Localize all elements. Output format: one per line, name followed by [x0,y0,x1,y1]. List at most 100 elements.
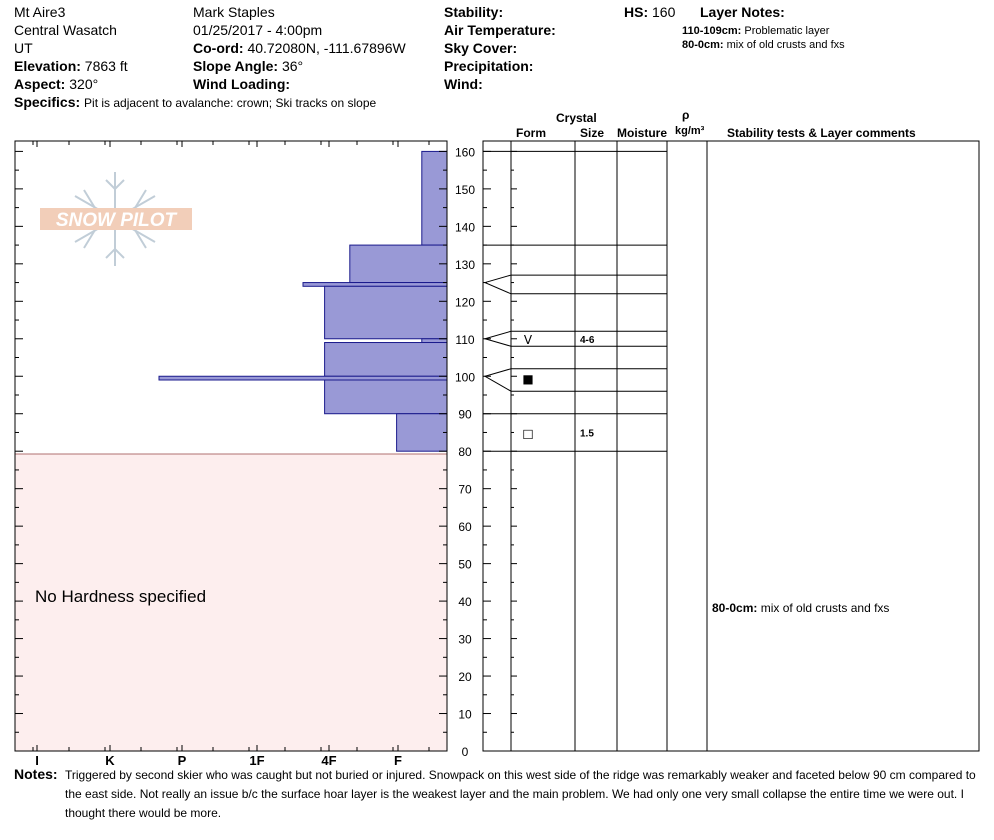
depth-label: 40 [458,595,472,609]
depth-label: 160 [455,145,475,159]
state: UT [14,40,33,56]
col-density-unit: kg/m³ [675,125,705,137]
hardness-scale-labels: I K P 1F 4F F [35,753,402,768]
hardness-label: K [105,753,115,768]
range: Central Wasatch [14,22,117,38]
stability-comment-text: mix of old crusts and fxs [760,601,890,615]
depth-label: 90 [458,408,472,422]
specifics: Specifics: Pit is adjacent to avalanche:… [14,94,376,112]
slope-label: Slope Angle: [193,58,279,74]
col-stability: Stability tests & Layer comments [727,126,916,140]
stability-comment: 80-0cm: mix of old crusts and fxs [712,600,889,617]
aspect: Aspect: 320° [14,76,98,93]
grain-form-symbol: ■ [522,372,533,386]
col-form: Form [516,126,546,140]
col-moisture: Moisture [617,126,668,140]
hardness-plot-frame [14,140,448,752]
snowpilot-logo: SNOW PILOT [40,172,192,266]
depth-label: 150 [455,183,475,197]
hardness-layers [158,150,448,452]
hardness-layer-bar [324,342,448,377]
elevation: Elevation: 7863 ft [14,58,128,75]
grain-form-symbol: □ [522,426,533,440]
depth-label: 20 [458,670,472,684]
col-crystal: Crystal [556,111,597,125]
hs-label: HS: [624,4,649,20]
profile-grid-frame [482,140,980,752]
elevation-label: Elevation: [14,58,81,74]
aspect-label: Aspect: [14,76,66,92]
depth-label: 130 [455,258,475,272]
hardness-label: F [394,753,402,768]
slope-value: 36° [281,58,304,74]
notes-text: Triggered by second skier who was caught… [65,768,976,820]
hardness-ticks [32,141,430,751]
sky-cover-label: Sky Cover: [444,40,518,56]
wind-loading-label: Wind Loading: [193,76,291,92]
layer-note-2-range: 80-0cm: [682,39,724,51]
logo-text: SNOW PILOT [56,210,178,231]
no-hardness-text: No Hardness specified [35,587,206,606]
hardness-label: P [178,753,187,768]
layer-note-2-text: mix of old crusts and fxs [726,39,845,51]
layer-notes-label: Layer Notes: [700,4,785,20]
wind-label: Wind: [444,76,483,92]
depth-label: 30 [458,633,472,647]
coord: Co-ord: 40.72080N, -111.67896W [193,40,406,57]
depth-label: 140 [455,220,475,234]
notes-label: Notes: [14,766,58,782]
hardness-layer-bar [396,413,448,452]
depth-labels: 0 10 20 30 40 50 60 70 80 90 100 110 120 130 140 150 160 [455,145,475,759]
slope-angle: Slope Angle: 36° [193,58,303,75]
depth-label: 50 [458,558,472,572]
grain-size-label: 1.5 [580,428,594,439]
hardness-layer-bar [302,282,448,287]
layer-note-2: 80-0cm: mix of old crusts and fxs [682,37,845,54]
observer: Mark Staples [193,4,275,20]
col-size: Size [580,126,605,140]
layer-note-1: 110-109cm: Problematic layer [682,23,829,40]
depth-label: 100 [455,370,475,384]
hardness-label: I [35,753,39,768]
coord-label: Co-ord: [193,40,244,56]
depth-label: 110 [455,333,474,347]
col-rho: ρ [682,108,690,122]
hardness-layer-bar [324,379,448,415]
stability-comment-range: 80-0cm: [712,601,758,615]
precip-label: Precipitation: [444,58,534,74]
datetime: 01/25/2017 - 4:00pm [193,22,323,38]
hardness-layer-bar [421,338,448,344]
profile-chevron [483,368,512,392]
profile-chevron [483,274,512,295]
grain-forms: V 4-6 ■ □ 1.5 [522,333,595,441]
hardness-label: 1F [249,753,264,768]
layer-note-1-text: Problematic layer [744,25,830,37]
depth-label: 0 [462,745,469,759]
specifics-value: Pit is adjacent to avalanche: crown; Ski… [84,96,377,110]
logo-banner [40,208,192,230]
depth-label: 60 [458,520,472,534]
layer-note-1-range: 110-109cm: [682,25,742,37]
hardness-layer-bar [349,244,448,284]
depth-label: 10 [458,708,472,722]
coord-value: 40.72080N, -111.67896W [247,40,406,56]
profile-chevron [483,330,512,347]
grain-size-label: 4-6 [580,335,595,346]
stability-label: Stability: [444,4,504,20]
hardness-layer-bar [421,150,448,246]
hardness-label: 4F [321,753,336,768]
air-temp-label: Air Temperature: [444,22,556,38]
hs: HS: 160 [624,4,675,21]
aspect-value: 320° [69,76,99,92]
depth-label: 70 [458,483,472,497]
grain-form-symbol: V [524,333,533,347]
location: Mt Aire3 [14,4,66,20]
hardness-layer-bar [324,285,448,340]
elevation-value: 7863 ft [84,58,128,74]
hardness-layer-bar [158,375,448,381]
specifics-label: Specifics: [14,94,81,110]
profile-layer-lines [483,150,667,452]
depth-label: 80 [458,445,472,459]
hs-value: 160 [652,4,676,20]
